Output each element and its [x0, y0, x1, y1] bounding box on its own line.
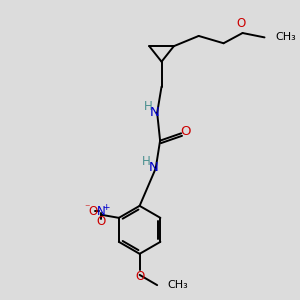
- Text: O: O: [88, 205, 97, 218]
- Text: O: O: [236, 17, 246, 30]
- Text: ⁻: ⁻: [84, 203, 89, 214]
- Text: H: H: [142, 155, 151, 169]
- Text: O: O: [180, 125, 191, 138]
- Text: CH₃: CH₃: [276, 32, 296, 42]
- Text: N: N: [97, 205, 106, 218]
- Text: H: H: [143, 100, 152, 113]
- Text: O: O: [97, 215, 106, 228]
- Text: N: N: [148, 161, 158, 174]
- Text: O: O: [135, 271, 144, 284]
- Text: CH₃: CH₃: [167, 280, 188, 290]
- Text: +: +: [102, 203, 110, 212]
- Text: N: N: [150, 106, 160, 119]
